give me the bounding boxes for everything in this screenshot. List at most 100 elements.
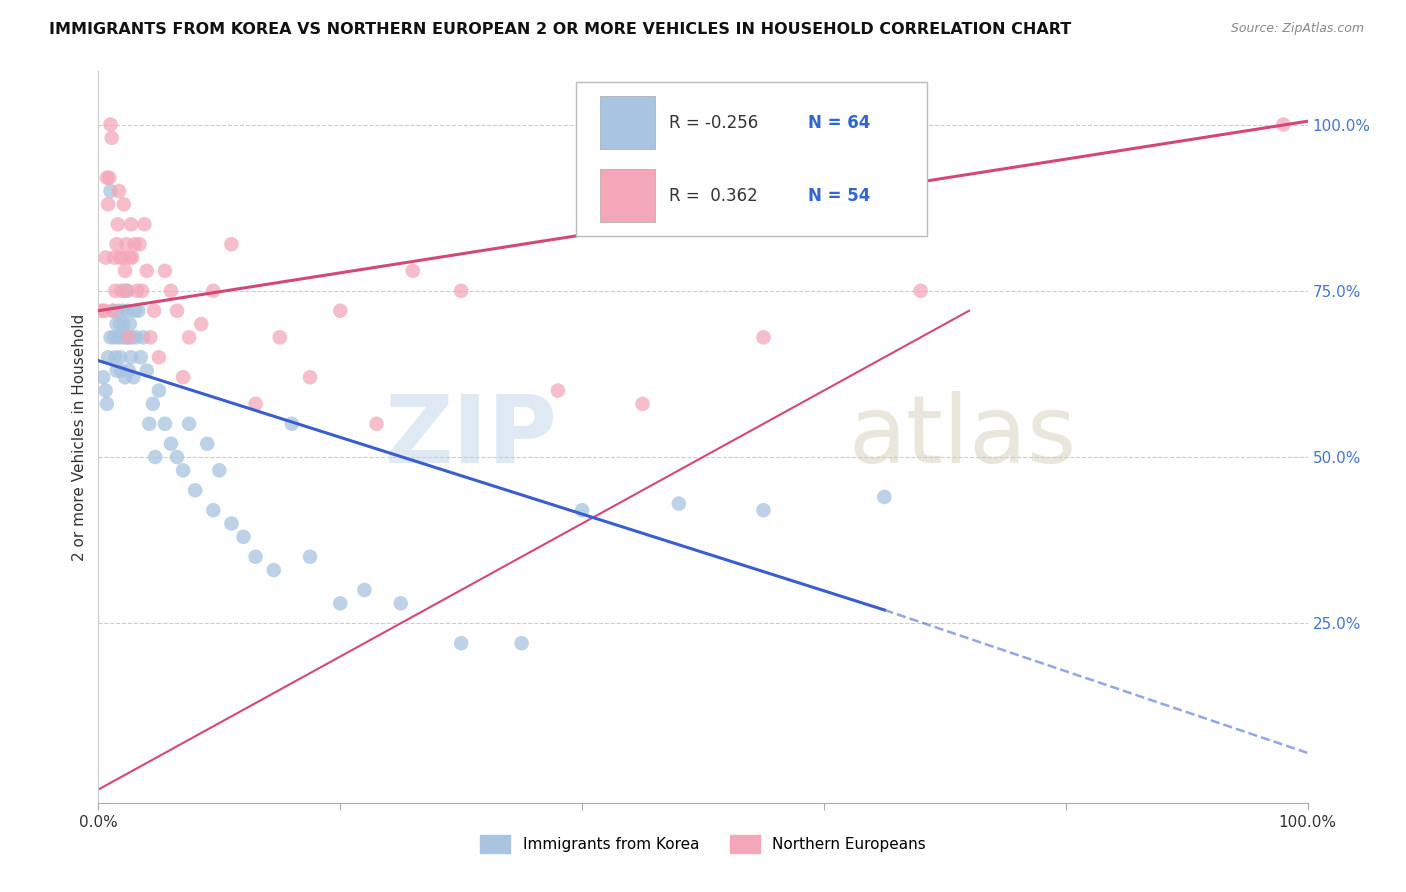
Point	[114, 370, 136, 384]
Point	[195, 436, 218, 450]
Point	[121, 330, 143, 344]
Point	[105, 363, 128, 377]
Legend: Immigrants from Korea, Northern Europeans: Immigrants from Korea, Northern European…	[472, 827, 934, 861]
Point	[138, 417, 160, 431]
Point	[402, 264, 425, 278]
Point	[118, 363, 141, 377]
Point	[112, 317, 135, 331]
Point	[153, 264, 176, 278]
Point	[111, 251, 134, 265]
Point	[1272, 118, 1295, 132]
Point	[97, 351, 120, 365]
Point	[142, 397, 165, 411]
Point	[117, 284, 139, 298]
Bar	[600, 169, 655, 222]
Point	[910, 284, 932, 298]
Point	[148, 351, 170, 365]
Point	[281, 417, 304, 431]
Point	[111, 330, 134, 344]
Text: R = -0.256: R = -0.256	[669, 113, 758, 131]
Point	[190, 317, 212, 331]
Text: N = 54: N = 54	[808, 186, 870, 204]
Text: ZIP: ZIP	[385, 391, 558, 483]
Point	[118, 330, 141, 344]
Point	[118, 330, 141, 344]
Point	[105, 237, 128, 252]
Point	[120, 351, 142, 365]
Point	[115, 237, 138, 252]
Point	[108, 351, 131, 365]
Y-axis label: 2 or more Vehicles in Household: 2 or more Vehicles in Household	[72, 313, 87, 561]
Point	[93, 303, 115, 318]
Point	[100, 118, 122, 132]
Point	[103, 330, 125, 344]
Point	[208, 463, 231, 477]
Point	[110, 284, 132, 298]
Point	[510, 636, 533, 650]
Point	[134, 217, 156, 231]
Point	[108, 251, 131, 265]
Point	[103, 251, 125, 265]
Point	[131, 284, 153, 298]
Point	[202, 284, 225, 298]
Point	[135, 363, 157, 377]
Point	[143, 303, 166, 318]
Point	[245, 397, 267, 411]
Point	[245, 549, 267, 564]
Point	[148, 384, 170, 398]
Point	[107, 303, 129, 318]
Text: Source: ZipAtlas.com: Source: ZipAtlas.com	[1230, 22, 1364, 36]
Point	[129, 351, 152, 365]
Text: IMMIGRANTS FROM KOREA VS NORTHERN EUROPEAN 2 OR MORE VEHICLES IN HOUSEHOLD CORRE: IMMIGRANTS FROM KOREA VS NORTHERN EUROPE…	[49, 22, 1071, 37]
Point	[873, 490, 896, 504]
Point	[172, 463, 194, 477]
Point	[111, 303, 134, 318]
Point	[172, 370, 194, 384]
Point	[117, 303, 139, 318]
Point	[299, 549, 322, 564]
Point	[104, 284, 127, 298]
Point	[166, 303, 188, 318]
Point	[160, 436, 183, 450]
Bar	[600, 96, 655, 149]
Point	[329, 596, 352, 610]
Point	[128, 237, 150, 252]
Point	[299, 370, 322, 384]
Point	[96, 170, 118, 185]
Point	[166, 450, 188, 464]
Point	[450, 284, 472, 298]
Point	[115, 330, 138, 344]
FancyBboxPatch shape	[576, 82, 927, 235]
Text: R =  0.362: R = 0.362	[669, 186, 758, 204]
Point	[105, 317, 128, 331]
Point	[153, 417, 176, 431]
Point	[104, 351, 127, 365]
Point	[107, 217, 129, 231]
Point	[100, 330, 122, 344]
Point	[571, 503, 593, 517]
Point	[389, 596, 412, 610]
Point	[269, 330, 291, 344]
Point	[124, 303, 146, 318]
Point	[221, 237, 243, 252]
Point	[202, 503, 225, 517]
Point	[668, 497, 690, 511]
Point	[179, 417, 201, 431]
Point	[366, 417, 388, 431]
Point	[91, 370, 114, 384]
Point	[101, 303, 124, 318]
Point	[139, 330, 162, 344]
Point	[143, 450, 166, 464]
Point	[160, 284, 183, 298]
Point	[108, 317, 131, 331]
Point	[114, 264, 136, 278]
Text: N = 64: N = 64	[808, 113, 870, 131]
Point	[631, 397, 654, 411]
Point	[752, 330, 775, 344]
Point	[329, 303, 352, 318]
Point	[96, 397, 118, 411]
Point	[118, 317, 141, 331]
Point	[450, 636, 472, 650]
Point	[547, 384, 569, 398]
Point	[98, 170, 121, 185]
